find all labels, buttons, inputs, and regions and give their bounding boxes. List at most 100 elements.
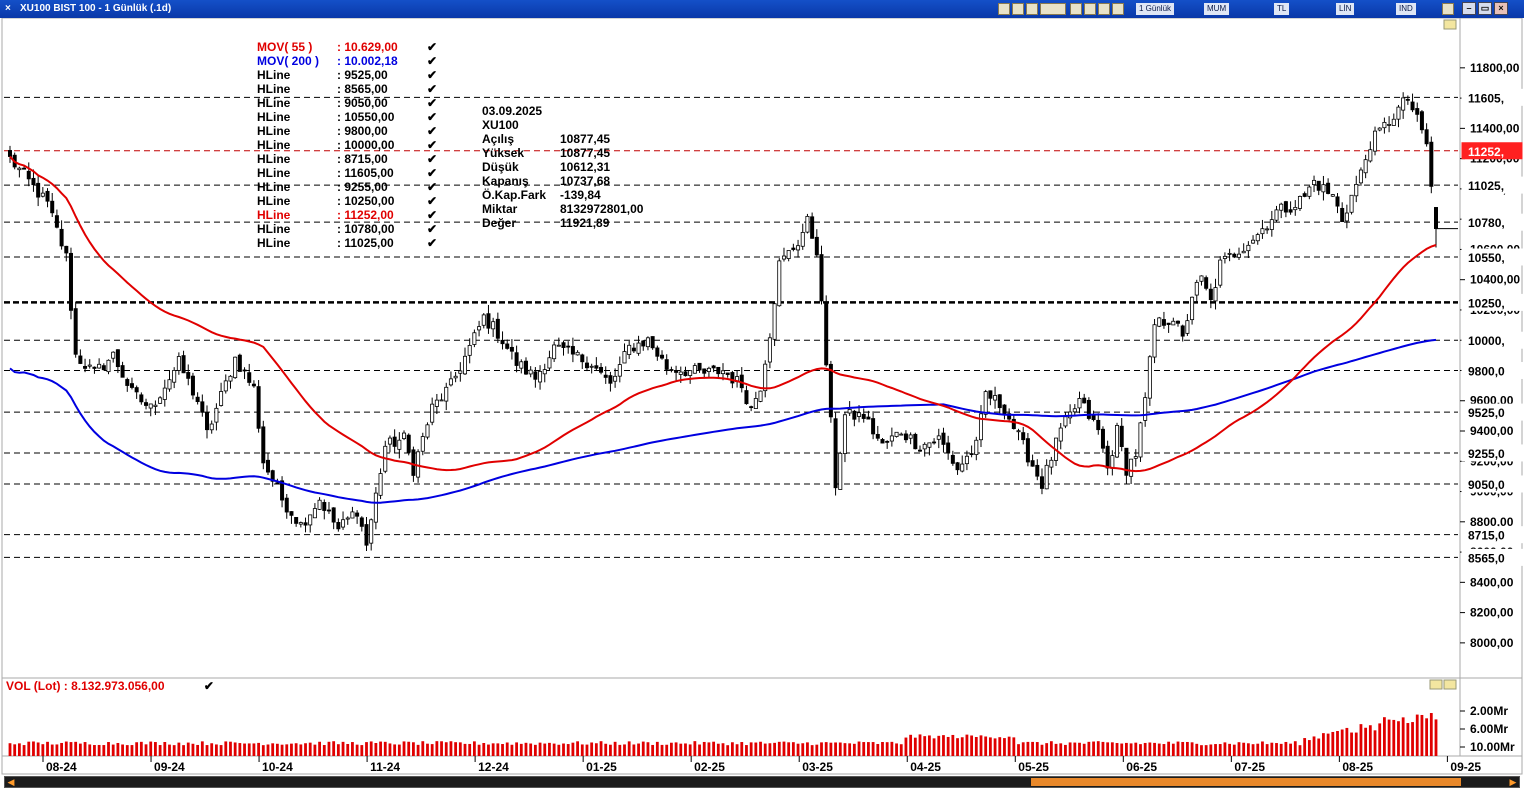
time-scrollbar[interactable]: ◀ ▶ (4, 776, 1520, 788)
drawing-tools-icon[interactable] (1026, 3, 1038, 15)
candle-body (64, 245, 69, 254)
volume-bar (651, 744, 655, 756)
pencil-icon[interactable] (1112, 3, 1124, 15)
candle-body (983, 391, 988, 415)
candle-body (387, 437, 392, 445)
volume-bar (402, 741, 406, 756)
candle-body (45, 190, 50, 202)
candle-body (120, 365, 125, 378)
volume-bar (1082, 743, 1086, 756)
crosshair-icon[interactable] (1098, 3, 1110, 15)
check-icon[interactable]: ✔ (427, 124, 438, 138)
volume-bar (721, 743, 725, 756)
legend-hline-name: HLine (257, 208, 291, 222)
candle-body (772, 303, 777, 340)
check-icon[interactable]: ✔ (427, 82, 438, 96)
candle-body (1180, 325, 1185, 337)
candle-body (974, 439, 979, 456)
scroll-right-icon[interactable]: ▶ (1509, 777, 1517, 787)
check-icon[interactable]: ✔ (427, 40, 438, 54)
indicator-selector[interactable]: IND (1396, 3, 1416, 15)
candle-body (167, 379, 172, 390)
ohlc-value: 10877,45 (560, 146, 611, 160)
volume-bar (407, 741, 411, 756)
check-icon[interactable]: ✔ (427, 54, 438, 68)
candle-body (1025, 438, 1030, 463)
check-icon[interactable]: ✔ (427, 222, 438, 236)
period-selector[interactable]: 1 Günlük (1136, 3, 1175, 15)
scroll-left-icon[interactable]: ◀ (7, 777, 15, 787)
volume-bar (749, 742, 753, 756)
check-icon[interactable]: ✔ (427, 166, 438, 180)
grid-icon[interactable] (1084, 3, 1096, 15)
zoom-icon[interactable] (1070, 3, 1082, 15)
legend-hline-value: : 10780,00 (337, 222, 395, 236)
candle-body (683, 371, 688, 377)
candle-body (903, 433, 908, 441)
volume-bar (824, 742, 828, 756)
volume-bar (1040, 744, 1044, 756)
price-panel (1, 18, 1461, 679)
minimize-button[interactable]: – (1462, 2, 1476, 15)
volume-bar (144, 744, 148, 756)
indicator-icon[interactable] (1012, 3, 1024, 15)
volume-bar (1289, 743, 1292, 756)
candle-body (125, 379, 130, 386)
candle-body (186, 372, 191, 379)
hline-label: 10780, (1468, 216, 1505, 230)
settings-icon[interactable] (1442, 3, 1454, 15)
currency-selector[interactable]: TL (1274, 3, 1290, 15)
candle-body (819, 254, 824, 302)
ohlc-symbol: XU100 (482, 118, 519, 132)
candle-body (589, 365, 594, 368)
volume-bar (454, 742, 458, 756)
candle-body (1007, 413, 1012, 420)
check-icon[interactable]: ✔ (203, 679, 214, 693)
volume-bar (660, 744, 664, 756)
chart-style-selector[interactable]: MUM (1204, 3, 1230, 15)
volume-bar (1073, 742, 1077, 756)
volume-bar (1003, 738, 1006, 756)
check-icon[interactable]: ✔ (427, 180, 438, 194)
volume-bar (1298, 745, 1302, 756)
candle-body (1138, 422, 1143, 458)
scroll-thumb[interactable] (1031, 778, 1461, 786)
template-icon[interactable] (1040, 3, 1066, 15)
time-tick-label: 11-24 (370, 760, 400, 774)
candle-body (871, 418, 876, 435)
volume-bar (229, 741, 232, 756)
volume-bar (505, 742, 509, 756)
maximize-button[interactable]: ▭ (1478, 2, 1492, 15)
check-icon[interactable]: ✔ (427, 152, 438, 166)
volume-bar (491, 743, 495, 756)
scale-selector[interactable]: LİN (1336, 3, 1355, 15)
check-icon[interactable]: ✔ (427, 236, 438, 250)
candle-body (78, 355, 83, 364)
candle-body (833, 418, 838, 489)
volume-bar (1359, 724, 1363, 756)
volume-bar (182, 745, 185, 756)
legend-hline-value: : 8565,00 (337, 82, 388, 96)
volume-bar (1317, 738, 1321, 756)
check-icon[interactable]: ✔ (427, 68, 438, 82)
candle-body (894, 431, 899, 437)
check-icon[interactable]: ✔ (427, 138, 438, 152)
legend-hline-name: HLine (257, 96, 291, 110)
check-icon[interactable]: ✔ (427, 110, 438, 124)
check-icon[interactable]: ✔ (427, 208, 438, 222)
ohlc-row: Yüksek 10877,45 (482, 146, 610, 160)
price-chart[interactable]: 8000,008200,008400,008600,008800,009000,… (0, 18, 1524, 776)
time-tick-label: 08-25 (1342, 760, 1373, 774)
close-button[interactable]: × (1494, 2, 1508, 15)
volume-bar (341, 741, 345, 756)
hline-label-box (1461, 331, 1523, 349)
candle-body (1283, 201, 1288, 213)
volume-bar (468, 743, 472, 756)
volume-bar (1185, 741, 1189, 756)
check-icon[interactable]: ✔ (427, 194, 438, 208)
ohlc-row: Düşük 10612,31 (482, 160, 610, 174)
chart-type-icon[interactable] (998, 3, 1010, 15)
close-icon[interactable]: × (5, 3, 11, 14)
check-icon[interactable]: ✔ (427, 96, 438, 110)
volume-bar (1054, 743, 1058, 756)
